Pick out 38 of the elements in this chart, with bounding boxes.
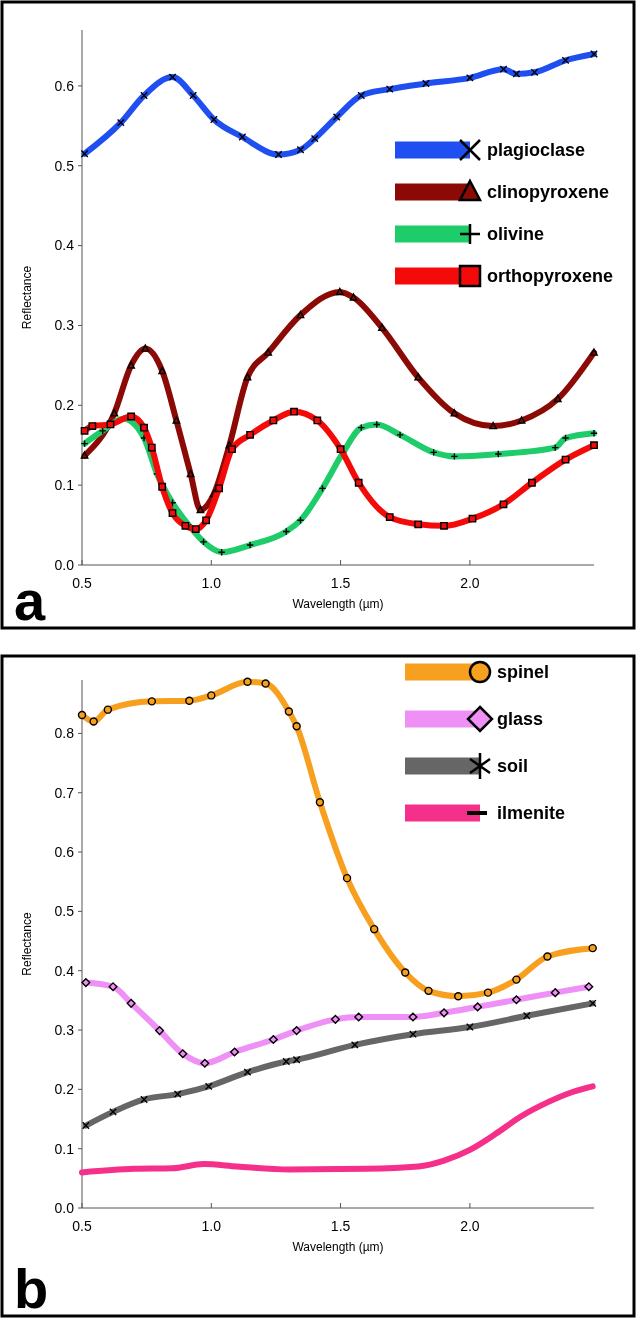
- legend-label: plagioclase: [487, 140, 586, 161]
- legend-label: soil: [497, 756, 529, 777]
- x-tick-label: 1.0: [201, 1218, 222, 1234]
- y-tick-label: 0.6: [54, 77, 75, 94]
- y-tick-label: 0.5: [54, 157, 75, 174]
- y-tick-label: 0.3: [54, 317, 75, 334]
- y-tick-label: 0.5: [54, 903, 75, 920]
- legend-label: ilmenite: [497, 803, 566, 824]
- legend-label: spinel: [497, 662, 550, 683]
- x-tick-label: 1.5: [330, 1218, 351, 1234]
- y-tick-label: 0.0: [54, 1199, 75, 1216]
- y-tick-label: 0.2: [54, 1081, 75, 1098]
- y-tick-label: 0.1: [54, 1140, 75, 1157]
- x-tick-label: 0.5: [72, 575, 92, 591]
- x-tick-label: 2.0: [460, 575, 480, 591]
- x-tick-label: 1.5: [330, 575, 351, 591]
- y-tick-label: 0.2: [54, 397, 75, 414]
- y-tick-label: 0.7: [54, 784, 75, 801]
- legend-label: clinopyroxene: [487, 182, 610, 203]
- text: a: [14, 569, 46, 632]
- y-tick-label: 0.8: [54, 725, 75, 742]
- legend-label: orthopyroxene: [487, 266, 614, 287]
- y-tick-label: 0.6: [54, 843, 75, 860]
- y-axis-title: Reflectance: [20, 265, 34, 330]
- x-tick-label: 0.5: [72, 1218, 92, 1234]
- y-tick-label: 0.0: [54, 556, 75, 573]
- x-axis-title: Wavelength (µm): [292, 1240, 384, 1254]
- y-tick-label: 0.4: [54, 237, 75, 254]
- y-axis-title: Reflectance: [20, 911, 34, 976]
- y-tick-label: 0.4: [54, 962, 75, 979]
- x-axis-title: Wavelength (µm): [292, 597, 384, 611]
- legend-label: olivine: [487, 224, 545, 245]
- y-tick-label: 0.1: [54, 477, 75, 494]
- text: b: [14, 1257, 49, 1318]
- x-tick-label: 1.0: [201, 575, 222, 591]
- y-tick-label: 0.3: [54, 1021, 75, 1038]
- x-tick-label: 2.0: [460, 1218, 480, 1234]
- legend-label: glass: [497, 709, 544, 730]
